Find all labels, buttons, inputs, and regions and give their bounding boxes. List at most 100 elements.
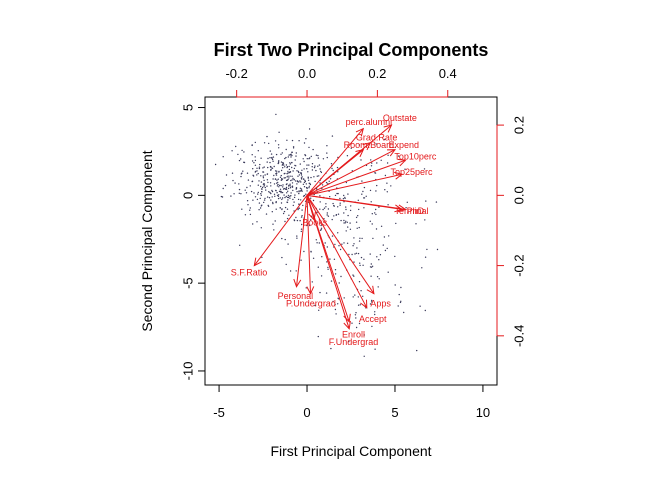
score-point xyxy=(334,303,336,306)
score-point xyxy=(287,170,289,173)
loading-arrow xyxy=(306,128,364,196)
score-point xyxy=(284,177,286,179)
score-point xyxy=(386,182,388,184)
score-point xyxy=(357,304,360,306)
score-point xyxy=(353,237,355,239)
score-point xyxy=(280,190,282,193)
score-point xyxy=(319,208,321,210)
score-point xyxy=(334,194,337,197)
score-point xyxy=(322,158,325,160)
score-point xyxy=(251,160,254,162)
score-point xyxy=(371,299,373,302)
score-point xyxy=(249,185,251,187)
score-point xyxy=(265,213,268,215)
score-point xyxy=(352,245,354,247)
score-point xyxy=(335,313,337,315)
score-point xyxy=(375,143,377,145)
score-point xyxy=(247,204,249,206)
score-point xyxy=(352,296,354,298)
score-point xyxy=(240,158,242,160)
score-point xyxy=(386,162,389,164)
score-point xyxy=(326,261,328,263)
score-point xyxy=(277,162,279,165)
score-point xyxy=(357,215,359,217)
x-tick-label: 5 xyxy=(391,405,398,420)
loading-arrowhead xyxy=(355,127,365,137)
score-point xyxy=(256,174,258,176)
y-tick-label: 5 xyxy=(181,104,196,111)
score-point xyxy=(306,168,308,170)
score-point xyxy=(238,183,240,185)
score-point xyxy=(296,170,298,172)
score-point xyxy=(332,300,334,303)
score-point xyxy=(263,184,266,186)
score-point xyxy=(241,149,243,152)
score-point xyxy=(222,156,224,158)
loading-label: Books xyxy=(302,217,328,227)
loading-arrowhead xyxy=(360,299,368,309)
score-point xyxy=(296,235,298,237)
top-tick-label: 0.2 xyxy=(368,66,386,81)
score-point xyxy=(243,151,245,153)
score-point xyxy=(261,204,263,206)
loading-label: Enroll xyxy=(342,329,365,339)
score-point xyxy=(353,275,355,277)
score-point xyxy=(245,192,248,194)
score-point xyxy=(272,201,274,204)
score-point xyxy=(339,202,341,204)
score-point xyxy=(293,178,295,181)
score-point xyxy=(308,185,310,187)
score-point xyxy=(281,164,283,166)
score-point xyxy=(342,198,345,200)
score-point xyxy=(273,165,275,168)
x-tick-label: 10 xyxy=(476,405,490,420)
score-point xyxy=(302,204,304,207)
score-point xyxy=(421,267,423,269)
score-point xyxy=(330,280,333,282)
loading-label: Personal xyxy=(278,291,314,301)
score-point xyxy=(301,215,303,217)
score-point xyxy=(284,206,287,209)
score-point xyxy=(426,248,428,251)
score-point xyxy=(313,166,316,169)
score-point xyxy=(371,325,373,328)
loading-arrow xyxy=(306,195,350,329)
score-point xyxy=(244,214,247,216)
score-point xyxy=(291,182,294,184)
score-point xyxy=(294,194,296,196)
score-point xyxy=(300,216,303,218)
score-point xyxy=(326,152,328,154)
right-tick-label: -0.2 xyxy=(512,254,527,276)
score-point xyxy=(336,192,338,195)
score-point xyxy=(275,201,277,204)
score-point xyxy=(254,141,256,144)
score-point xyxy=(268,142,270,145)
score-point xyxy=(304,179,306,182)
score-point xyxy=(277,181,279,184)
score-point xyxy=(277,197,280,200)
score-point xyxy=(256,167,258,169)
score-point xyxy=(280,179,283,181)
score-point xyxy=(284,166,286,168)
score-point xyxy=(258,209,260,211)
loading-arrow xyxy=(306,195,375,294)
chart-title: First Two Principal Components xyxy=(214,40,489,60)
loading-arrowhead xyxy=(253,257,262,267)
score-point xyxy=(365,195,367,197)
score-point xyxy=(316,175,318,177)
score-point xyxy=(416,349,418,352)
score-point xyxy=(394,255,396,258)
score-point xyxy=(289,163,291,165)
score-point xyxy=(288,171,291,174)
score-point xyxy=(435,201,438,203)
score-points xyxy=(214,113,439,357)
score-point xyxy=(320,229,322,231)
score-point xyxy=(280,174,282,177)
score-point xyxy=(252,223,254,225)
score-point xyxy=(242,170,244,172)
score-point xyxy=(289,185,291,187)
score-point xyxy=(305,183,307,185)
score-point xyxy=(291,154,293,157)
score-point xyxy=(240,193,242,195)
score-point xyxy=(320,227,323,229)
